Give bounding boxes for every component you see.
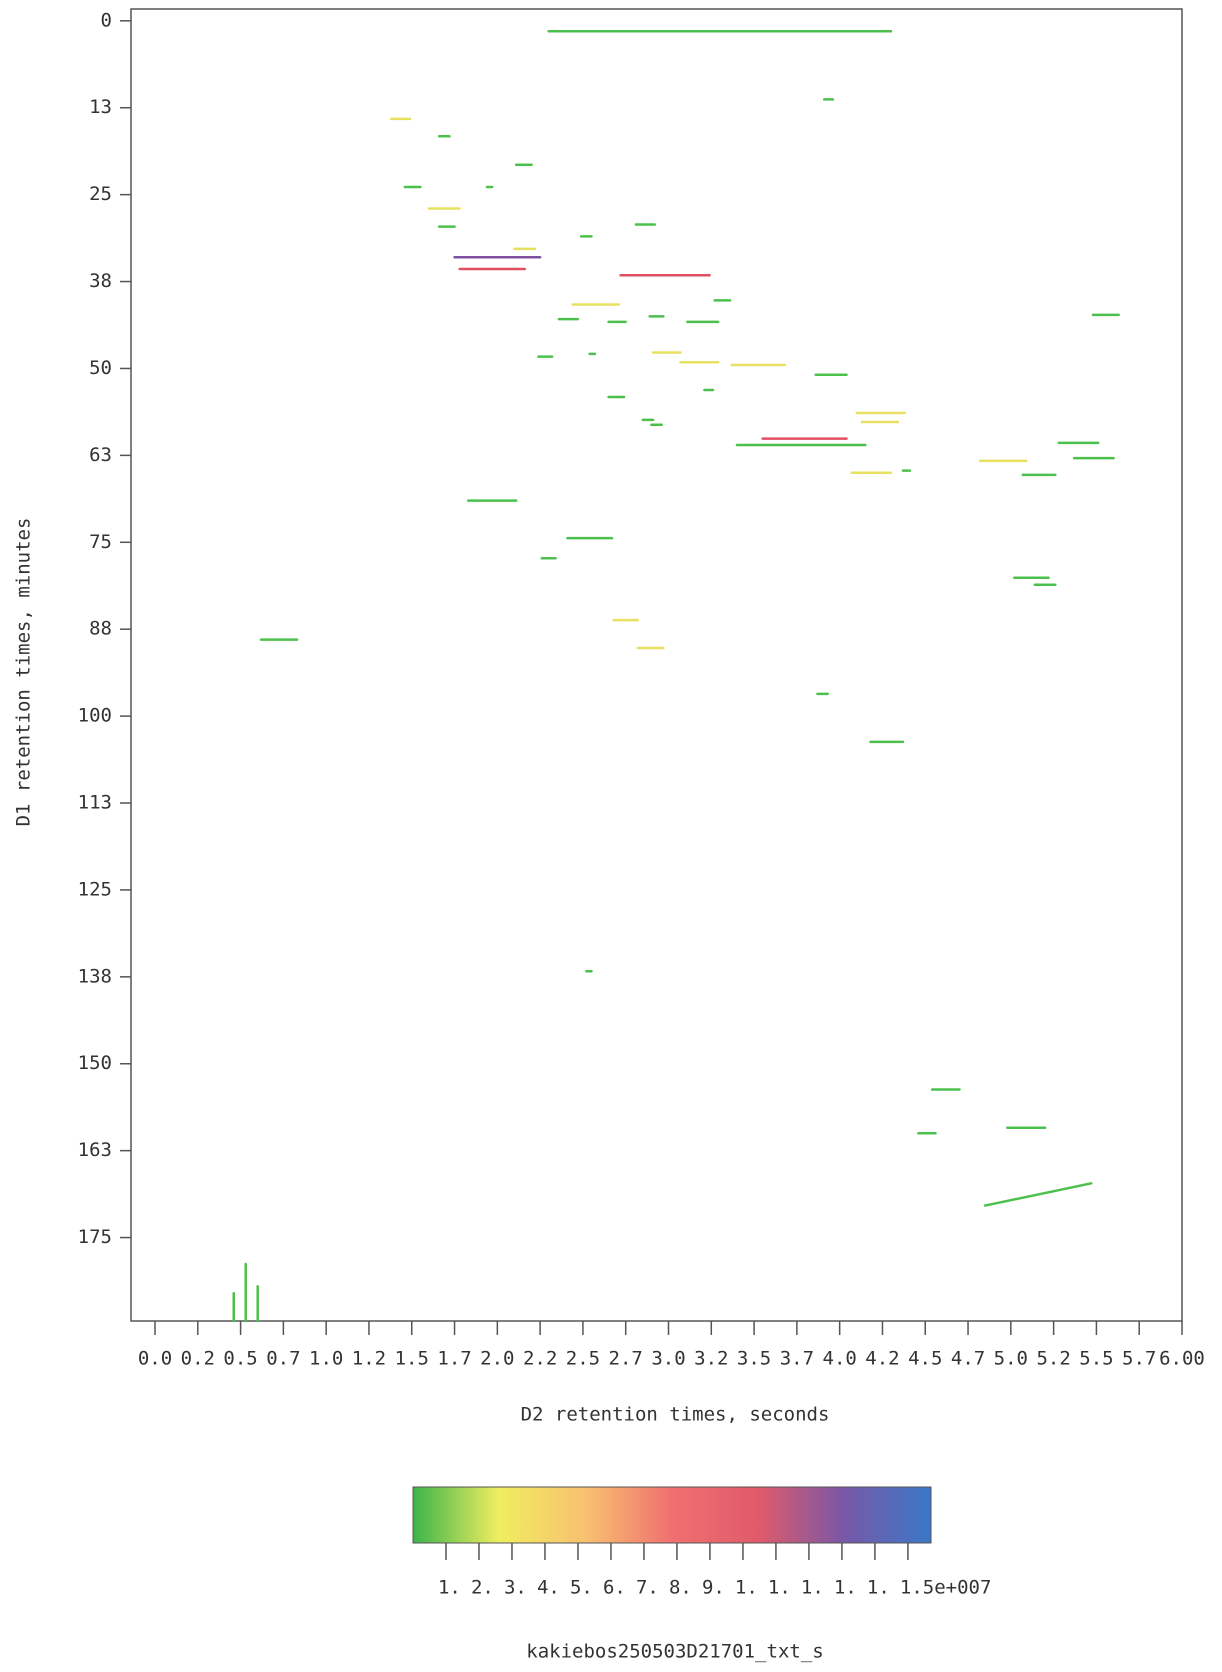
y-tick-label: 163: [78, 1139, 112, 1161]
colorbar-tick-label: 6.: [603, 1577, 626, 1599]
x-tick-label: 1.2: [352, 1348, 386, 1370]
colorbar: [412, 1486, 932, 1544]
x-tick-label: 2.5: [566, 1348, 600, 1370]
y-tick-label: 63: [89, 444, 112, 466]
x-tick-label: 1.7: [437, 1348, 471, 1370]
x-tick-label: 5.0: [994, 1348, 1028, 1370]
x-tick-label: 4.2: [865, 1348, 899, 1370]
x-tick-label: 2.0: [480, 1348, 514, 1370]
y-tick-label: 50: [89, 357, 112, 379]
colorbar-tick-label: 1.5e+007: [900, 1577, 992, 1599]
x-tick-label: 0.0: [138, 1348, 172, 1370]
x-tick-label: 5.2: [1036, 1348, 1070, 1370]
y-tick-label: 138: [78, 965, 112, 987]
x-tick-label: 3.5: [737, 1348, 771, 1370]
peak: [983, 1182, 1093, 1207]
x-tick-label: 4.7: [951, 1348, 985, 1370]
x-tick-label: 3.2: [694, 1348, 728, 1370]
x-tick-label: 1.5: [395, 1348, 429, 1370]
y-tick-label: 100: [78, 705, 112, 727]
colorbar-tick-label: 8.: [669, 1577, 692, 1599]
x-tick-label: 4.5: [908, 1348, 942, 1370]
y-tick-label: 175: [78, 1226, 112, 1248]
colorbar-tick-label: 1.: [735, 1577, 758, 1599]
x-tick-label: 4.0: [823, 1348, 857, 1370]
colorbar-tick-label: 1.: [438, 1577, 461, 1599]
y-tick-label: 88: [89, 618, 112, 640]
x-axis-label: D2 retention times, seconds: [521, 1404, 830, 1426]
x-tick-label: 0.5: [223, 1348, 257, 1370]
colorbar-tick-label: 5.: [570, 1577, 593, 1599]
x-tick-label: 3.7: [780, 1348, 814, 1370]
plot-frame: [130, 8, 1183, 1322]
y-axis-label: D1 retention times, minutes: [13, 518, 35, 827]
colorbar-tick-label: 9.: [702, 1577, 725, 1599]
x-tick-label: 5.5: [1079, 1348, 1113, 1370]
y-tick-label: 25: [89, 183, 112, 205]
colorbar-tick-label: 1.: [834, 1577, 857, 1599]
y-tick-label: 125: [78, 878, 112, 900]
x-tick-label: 5.7: [1122, 1348, 1156, 1370]
x-tick-label: 2.2: [523, 1348, 557, 1370]
x-tick-label: 1.0: [309, 1348, 343, 1370]
colorbar-tick-label: 3.: [504, 1577, 527, 1599]
colorbar-tick-label: 1.: [867, 1577, 890, 1599]
x-tick-label: 0.2: [181, 1348, 215, 1370]
y-tick-label: 150: [78, 1052, 112, 1074]
x-tick-label: 2.7: [609, 1348, 643, 1370]
y-tick-label: 38: [89, 270, 112, 292]
y-tick-label: 75: [89, 531, 112, 553]
x-tick-label: 3.0: [651, 1348, 685, 1370]
colorbar-tick-label: 2.: [471, 1577, 494, 1599]
y-tick-label: 0: [101, 9, 112, 31]
chart-title: kakiebos250503D21701_txt_s: [526, 1641, 823, 1663]
x-tick-label: 6.00: [1159, 1348, 1205, 1370]
colorbar-tick-label: 4.: [537, 1577, 560, 1599]
colorbar-tick-label: 1.: [768, 1577, 791, 1599]
colorbar-tick-label: 7.: [636, 1577, 659, 1599]
y-tick-label: 113: [78, 792, 112, 814]
y-tick-label: 13: [89, 96, 112, 118]
x-tick-label: 0.7: [266, 1348, 300, 1370]
colorbar-tick-label: 1.: [801, 1577, 824, 1599]
